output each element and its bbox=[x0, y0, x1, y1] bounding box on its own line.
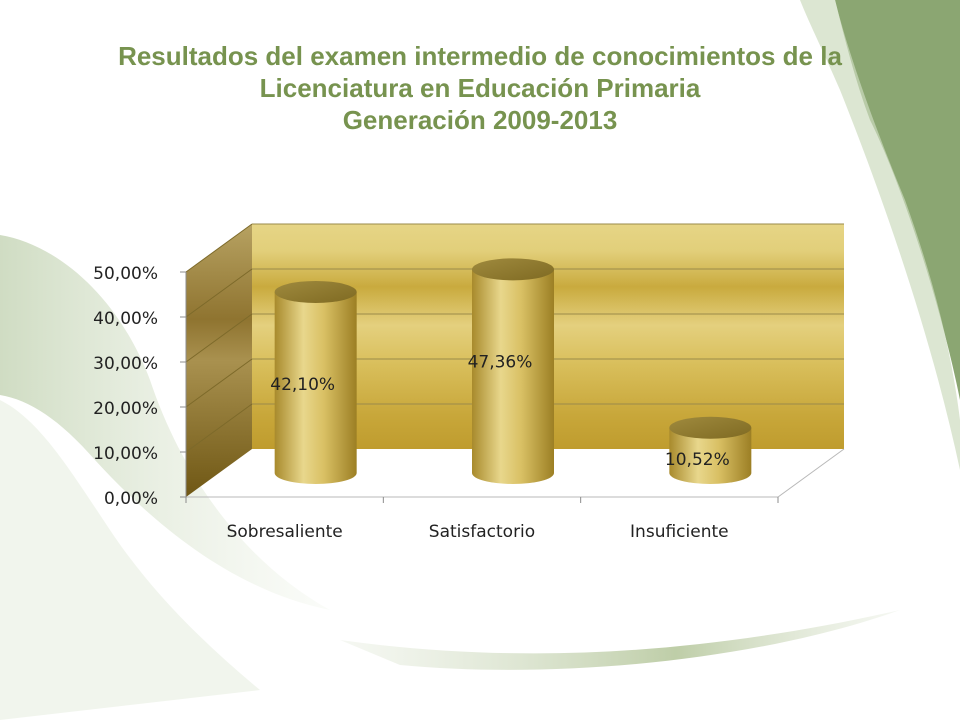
chart-labels: 42,10% 47,36% 10,52% bbox=[270, 352, 729, 470]
bar-satisfactorio bbox=[472, 258, 554, 484]
bar-body bbox=[274, 291, 357, 484]
gridline-side bbox=[185, 358, 253, 408]
title-line-1: Resultados del examen intermedio de cono… bbox=[118, 41, 842, 71]
left-swoosh-decoration bbox=[0, 235, 330, 610]
title-line-2: Licenciatura en Educación Primaria bbox=[259, 73, 701, 103]
left-swoosh-light bbox=[0, 400, 260, 720]
bar-cap bbox=[472, 258, 554, 281]
y-tick-label: 20,00% bbox=[93, 399, 158, 419]
gridline-side bbox=[185, 268, 253, 318]
slide-title: Resultados del examen intermedio de cono… bbox=[40, 40, 920, 136]
gridline-side bbox=[185, 403, 253, 453]
bar-body bbox=[669, 427, 752, 484]
gridline-side bbox=[185, 223, 253, 273]
y-tick-label: 10,00% bbox=[93, 444, 158, 464]
data-label: 42,10% bbox=[270, 375, 335, 395]
bottom-swoosh-decoration bbox=[340, 610, 900, 670]
y-tick-label: 30,00% bbox=[93, 354, 158, 374]
bar-cap bbox=[669, 416, 752, 439]
bar-insuficiente bbox=[669, 416, 752, 484]
title-line-3: Generación 2009-2013 bbox=[342, 105, 618, 135]
y-tick-label: 0,00% bbox=[104, 489, 158, 509]
chart-bars bbox=[274, 258, 752, 484]
bar-sobresaliente bbox=[274, 280, 357, 484]
x-tick-label: Satisfactorio bbox=[429, 522, 535, 542]
x-tick-label: Insuficiente bbox=[630, 522, 729, 542]
data-label: 10,52% bbox=[665, 450, 730, 470]
gridline-side bbox=[185, 313, 253, 363]
data-label: 47,36% bbox=[468, 352, 533, 372]
bar-body bbox=[472, 269, 554, 484]
side-wall bbox=[186, 224, 252, 497]
x-tick-label: Sobresaliente bbox=[227, 522, 343, 542]
y-tick-label: 50,00% bbox=[93, 264, 158, 284]
y-tick-label: 40,00% bbox=[93, 309, 158, 329]
bar-cap bbox=[274, 280, 357, 303]
chart-axes: 0,00% 10,00% 20,00% 30,00% 40,00% 50,00% Sobre… bbox=[93, 264, 779, 542]
